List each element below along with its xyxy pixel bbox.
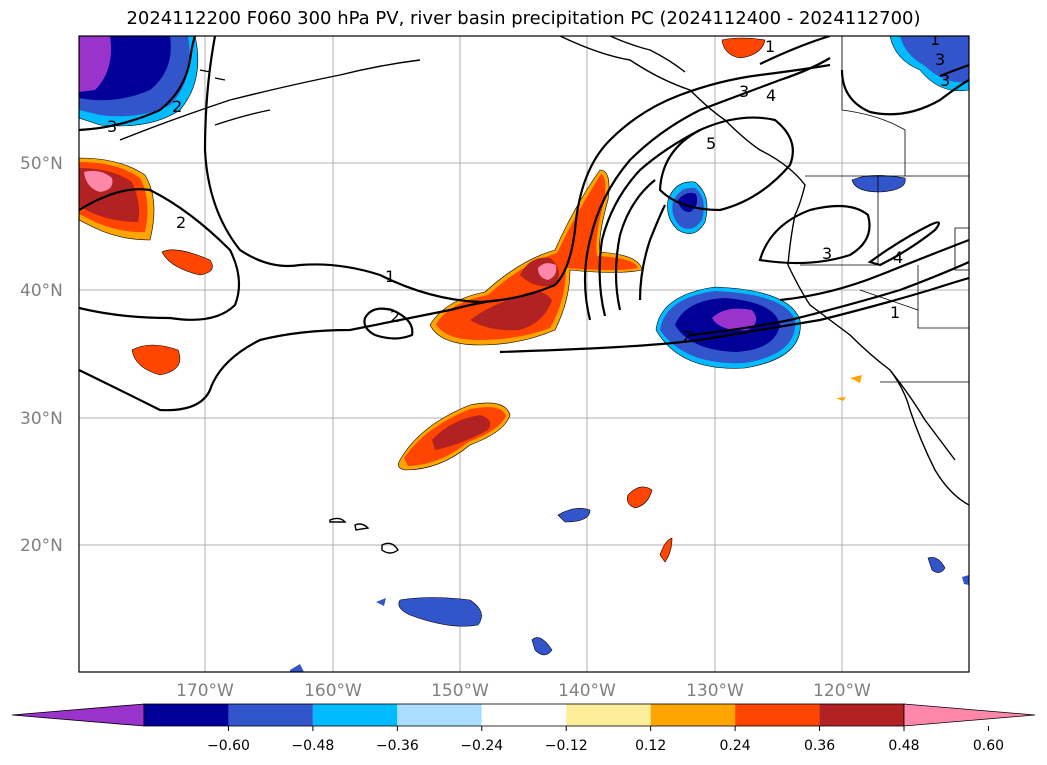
latitude-labels: 50°N 40°N 30°N 20°N [20,154,63,556]
longitude-labels: 170°W 160°W 150°W 140°W 130°W 120°W [176,681,871,701]
svg-text:2: 2 [682,327,692,346]
colorbar-tick-label: 0.12 [635,738,666,754]
lon-label-120w: 120°W [813,681,871,701]
map-title: 2024112200 F060 300 hPa PV, river basin … [126,8,921,29]
svg-text:5: 5 [706,134,716,153]
lon-label-140w: 140°W [558,681,616,701]
svg-text:1: 1 [385,267,395,286]
svg-text:1: 1 [765,37,775,56]
lat-label-40: 40°N [20,281,63,301]
svg-text:2: 2 [172,97,182,116]
svg-text:3: 3 [822,244,832,263]
coastlines [119,36,969,554]
colorbar-tick-label: −0.48 [291,738,334,754]
pv-contours [79,36,969,412]
political-borders [800,36,969,383]
svg-text:1: 1 [890,303,900,322]
colorbar-tick-label: −0.60 [207,738,250,754]
colorbar: −0.60 −0.48 −0.36 −0.24 −0.12 0.12 0.24 0.36 0.4… [11,703,1036,754]
colorbar-cell [819,704,904,726]
svg-text:3: 3 [739,82,749,101]
colorbar-tick-label: 0.60 [973,738,1004,754]
svg-text:2: 2 [390,307,400,326]
contour-labels: 3 2 2 2 1 1 3 4 5 2 3 4 1 1 3 3 [107,30,950,346]
colorbar-cell [566,704,651,726]
svg-text:3: 3 [935,50,945,69]
lat-label-50: 50°N [20,154,63,174]
colorbar-left-arrow [11,703,145,727]
colorbar-tick-label: −0.36 [376,738,419,754]
colorbar-cell [144,704,229,726]
svg-text:1: 1 [930,30,940,49]
map-frame [78,35,970,673]
map-panel [79,36,969,672]
lon-label-170w: 170°W [176,681,234,701]
lon-label-130w: 130°W [686,681,744,701]
colorbar-tick-label: −0.24 [460,738,503,754]
lat-label-20: 20°N [20,536,63,556]
colorbar-cell [397,704,482,726]
negative-precip-areas [79,36,969,672]
svg-text:3: 3 [940,71,950,90]
colorbar-cell [481,704,567,726]
svg-text:4: 4 [766,86,776,105]
svg-text:2: 2 [176,213,186,232]
colorbar-cell [650,704,736,726]
lat-label-30: 30°N [20,409,63,429]
colorbar-tick-label: 0.48 [888,738,919,754]
lon-label-150w: 150°W [431,681,489,701]
lon-label-160w: 160°W [304,681,362,701]
colorbar-tick-label: 0.36 [804,738,835,754]
svg-text:4: 4 [893,248,903,267]
colorbar-cell [228,704,313,726]
colorbar-tick-label: −0.12 [545,738,588,754]
colorbar-cell [735,704,820,726]
svg-text:3: 3 [107,117,117,136]
colorbar-right-arrow [903,703,1036,727]
colorbar-cell [312,704,398,726]
colorbar-tick-label: 0.24 [720,738,751,754]
